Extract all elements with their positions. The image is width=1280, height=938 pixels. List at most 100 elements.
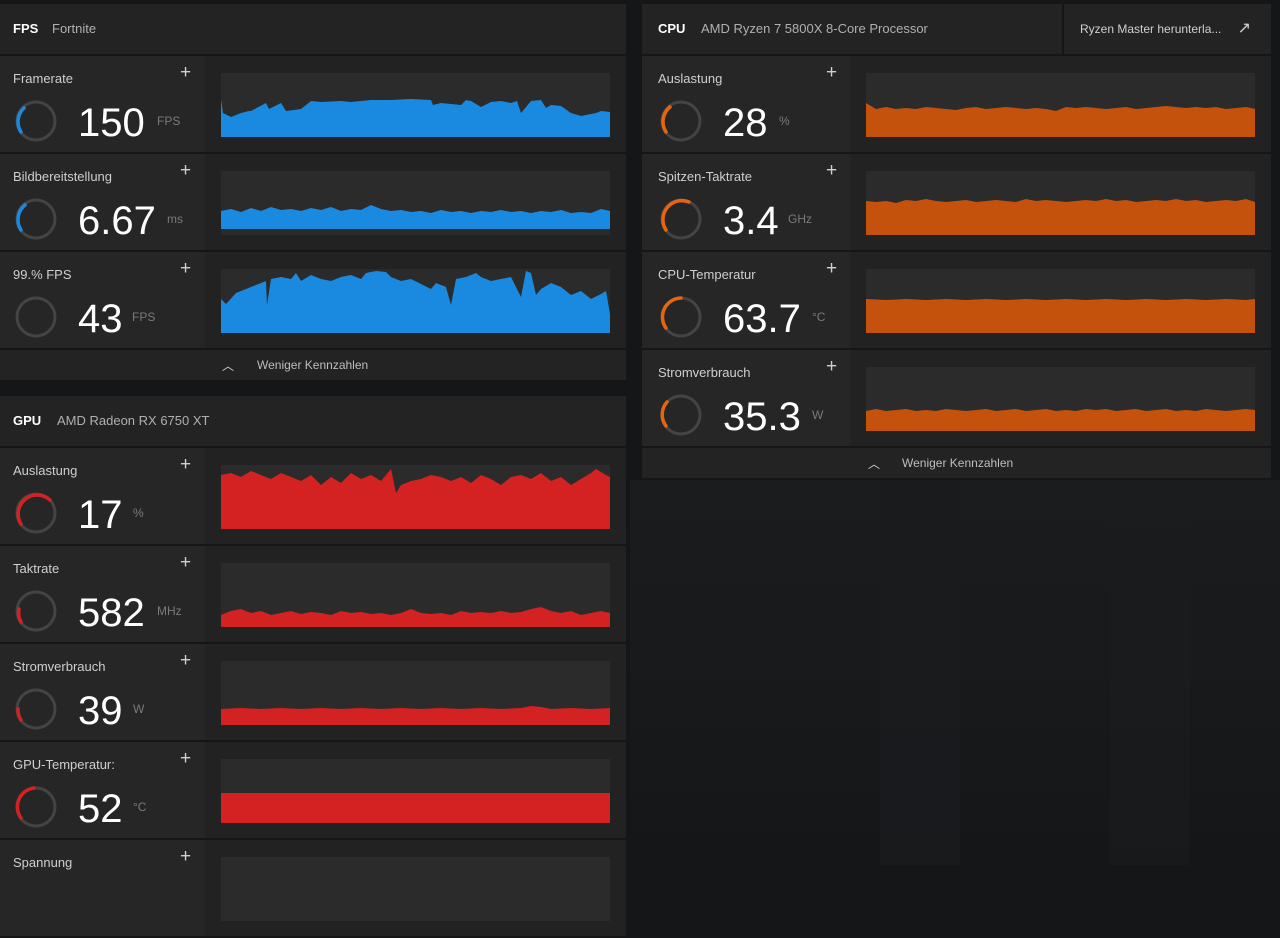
plus-icon[interactable]: + (180, 62, 192, 83)
sparkline-chart (221, 661, 610, 725)
plus-icon[interactable]: + (180, 748, 192, 769)
plus-icon[interactable]: + (180, 846, 192, 867)
sparkline-chart (221, 269, 610, 333)
metric-value: 150 (78, 101, 145, 145)
plus-icon[interactable]: + (180, 650, 192, 671)
metric-row-spitzen-taktrate: Spitzen-Taktrate + 3.4 GHz (642, 154, 1271, 252)
link-label: Ryzen Master herunterla... (1080, 22, 1222, 36)
metric-unit: % (779, 114, 790, 128)
plus-icon[interactable]: + (180, 258, 192, 279)
metric-unit: GHz (788, 212, 812, 226)
metric-value: 63.7 (723, 297, 801, 341)
sparkline-chart (221, 73, 610, 137)
metric-unit: % (133, 506, 144, 520)
plus-icon[interactable]: + (826, 62, 838, 83)
gpu-panel-header: GPU AMD Radeon RX 6750 XT (0, 396, 626, 448)
metric-row-gpu-temperatur: GPU-Temperatur: + 52 °C (0, 742, 626, 840)
metric-label: Spitzen-Taktrate (658, 169, 752, 184)
cpu-panel-header: CPU AMD Ryzen 7 5800X 8-Core Processor R… (642, 4, 1271, 56)
fps-panel: FPS Fortnite Framerate + 150 FPS Bildber… (0, 4, 626, 380)
sparkline-chart (221, 857, 610, 921)
sparkline-chart (866, 171, 1255, 235)
gauge-icon (660, 100, 702, 142)
metric-row-99-fps: 99.% FPS + 43 FPS (0, 252, 626, 350)
gauge-icon (15, 100, 57, 142)
metric-label: Auslastung (13, 463, 78, 478)
metric-row-framerate: Framerate + 150 FPS (0, 56, 626, 154)
metric-label: GPU-Temperatur: (13, 757, 115, 772)
panel-subtitle: Fortnite (52, 21, 97, 36)
gauge-icon (15, 590, 57, 632)
cpu-panel: CPU AMD Ryzen 7 5800X 8-Core Processor R… (642, 4, 1271, 478)
background (1110, 480, 1190, 865)
metric-unit: °C (812, 310, 826, 324)
gauge-icon (660, 198, 702, 240)
metric-value: 3.4 (723, 199, 779, 243)
plus-icon[interactable]: + (180, 160, 192, 181)
metric-value: 39 (78, 689, 123, 733)
metric-value: 6.67 (78, 199, 156, 243)
sparkline-chart (866, 269, 1255, 333)
plus-icon[interactable]: + (826, 258, 838, 279)
metric-value: 28 (723, 101, 768, 145)
metric-label: Framerate (13, 71, 73, 86)
sparkline-chart (221, 759, 610, 823)
sparkline-chart (866, 73, 1255, 137)
collapse-label: Weniger Kennzahlen (902, 456, 1014, 470)
metric-label: Bildbereitstellung (13, 169, 113, 184)
chevron-up-icon: ︿ (222, 359, 235, 373)
panel-title: CPU (658, 21, 686, 36)
panel-subtitle: AMD Radeon RX 6750 XT (57, 413, 210, 428)
metric-value: 35.3 (723, 395, 801, 439)
metric-label: Stromverbrauch (13, 659, 106, 674)
metric-label: Taktrate (13, 561, 60, 576)
plus-icon[interactable]: + (180, 454, 192, 475)
collapse-label: Weniger Kennzahlen (257, 358, 369, 372)
metric-row-taktrate: Taktrate + 582 MHz (0, 546, 626, 644)
ryzen-master-download-link[interactable]: Ryzen Master herunterla... ↗ (1062, 4, 1271, 54)
sparkline-chart (221, 465, 610, 529)
metric-label: Spannung (13, 855, 73, 870)
metric-unit: ms (167, 212, 183, 226)
metric-label: 99.% FPS (13, 267, 72, 282)
metric-value: 582 (78, 591, 145, 635)
metric-unit: MHz (157, 604, 182, 618)
metric-row-auslastung: Auslastung + 17 % (0, 448, 626, 546)
sparkline-chart (866, 367, 1255, 431)
metric-row-cpu-temperatur: CPU-Temperatur + 63.7 °C (642, 252, 1271, 350)
metric-unit: °C (133, 800, 147, 814)
metric-value: 17 (78, 493, 123, 537)
gpu-panel: GPU AMD Radeon RX 6750 XT Auslastung + 1… (0, 396, 626, 938)
metric-value: 52 (78, 787, 123, 831)
sparkline-chart (221, 171, 610, 235)
gauge-icon (15, 296, 57, 338)
background (880, 480, 960, 865)
gauge-icon (660, 296, 702, 338)
metric-label: Stromverbrauch (658, 365, 751, 380)
metric-unit: W (133, 702, 145, 716)
metric-unit: W (812, 408, 824, 422)
plus-icon[interactable]: + (826, 160, 838, 181)
metric-row-cpu-stromverbrauch: Stromverbrauch + 35.3 W (642, 350, 1271, 448)
plus-icon[interactable]: + (826, 356, 838, 377)
gauge-icon (15, 492, 57, 534)
gauge-icon (15, 198, 57, 240)
panel-title: GPU (13, 413, 42, 428)
metric-row-spannung: Spannung + (0, 840, 626, 938)
gauge-icon (15, 786, 57, 828)
metric-row-cpu-auslastung: Auslastung + 28 % (642, 56, 1271, 154)
metric-unit: FPS (157, 114, 181, 128)
metric-row-stromverbrauch: Stromverbrauch + 39 W (0, 644, 626, 742)
metric-value: 43 (78, 297, 123, 341)
panel-subtitle: AMD Ryzen 7 5800X 8-Core Processor (701, 21, 928, 36)
metric-label: Auslastung (658, 71, 723, 86)
fps-panel-header: FPS Fortnite (0, 4, 626, 56)
gauge-icon (660, 394, 702, 436)
collapse-metrics-button[interactable]: ︿ Weniger Kennzahlen (0, 350, 626, 380)
collapse-metrics-button[interactable]: ︿ Weniger Kennzahlen (642, 448, 1271, 478)
plus-icon[interactable]: + (180, 552, 192, 573)
panel-title: FPS (13, 21, 39, 36)
metric-unit: FPS (132, 310, 156, 324)
metric-row-bildbereitstellung: Bildbereitstellung + 6.67 ms (0, 154, 626, 252)
sparkline-chart (221, 563, 610, 627)
